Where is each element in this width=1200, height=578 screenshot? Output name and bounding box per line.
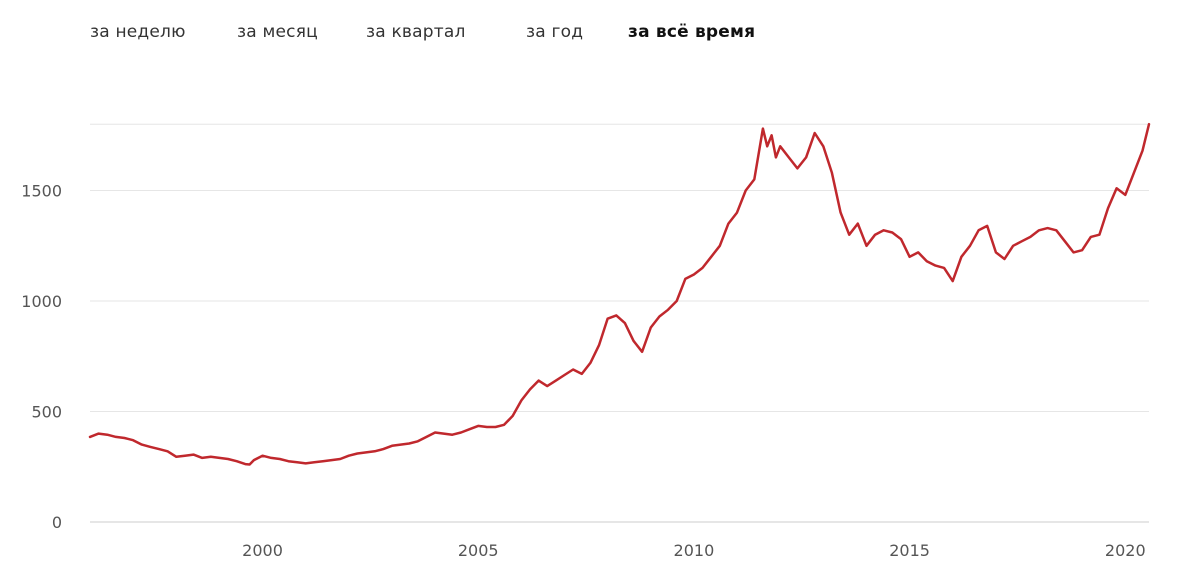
x-tick-label: 2005	[458, 541, 499, 560]
x-tick-label: 2010	[674, 541, 715, 560]
y-tick-label: 1500	[21, 182, 62, 201]
series-group	[88, 122, 1151, 466]
x-tick-label: 2020	[1105, 541, 1146, 560]
grid	[90, 123, 1149, 523]
tab-month[interactable]: за месяц	[237, 22, 318, 42]
y-tick-label: 1000	[21, 292, 62, 311]
x-axis: 2000 2005 2010 2015 2020	[242, 541, 1145, 560]
y-axis: 0 500 1000 1500	[21, 182, 62, 533]
x-tick-label: 2015	[889, 541, 930, 560]
tab-all-time[interactable]: за всё время	[628, 22, 756, 42]
x-tick-label: 2000	[242, 541, 283, 560]
series-line	[88, 122, 1151, 466]
tab-quarter[interactable]: за квартал	[366, 22, 466, 42]
y-tick-label: 500	[31, 403, 62, 422]
tab-week[interactable]: за неделю	[90, 22, 186, 42]
tab-year[interactable]: за год	[526, 22, 584, 42]
y-tick-label: 0	[52, 513, 62, 532]
